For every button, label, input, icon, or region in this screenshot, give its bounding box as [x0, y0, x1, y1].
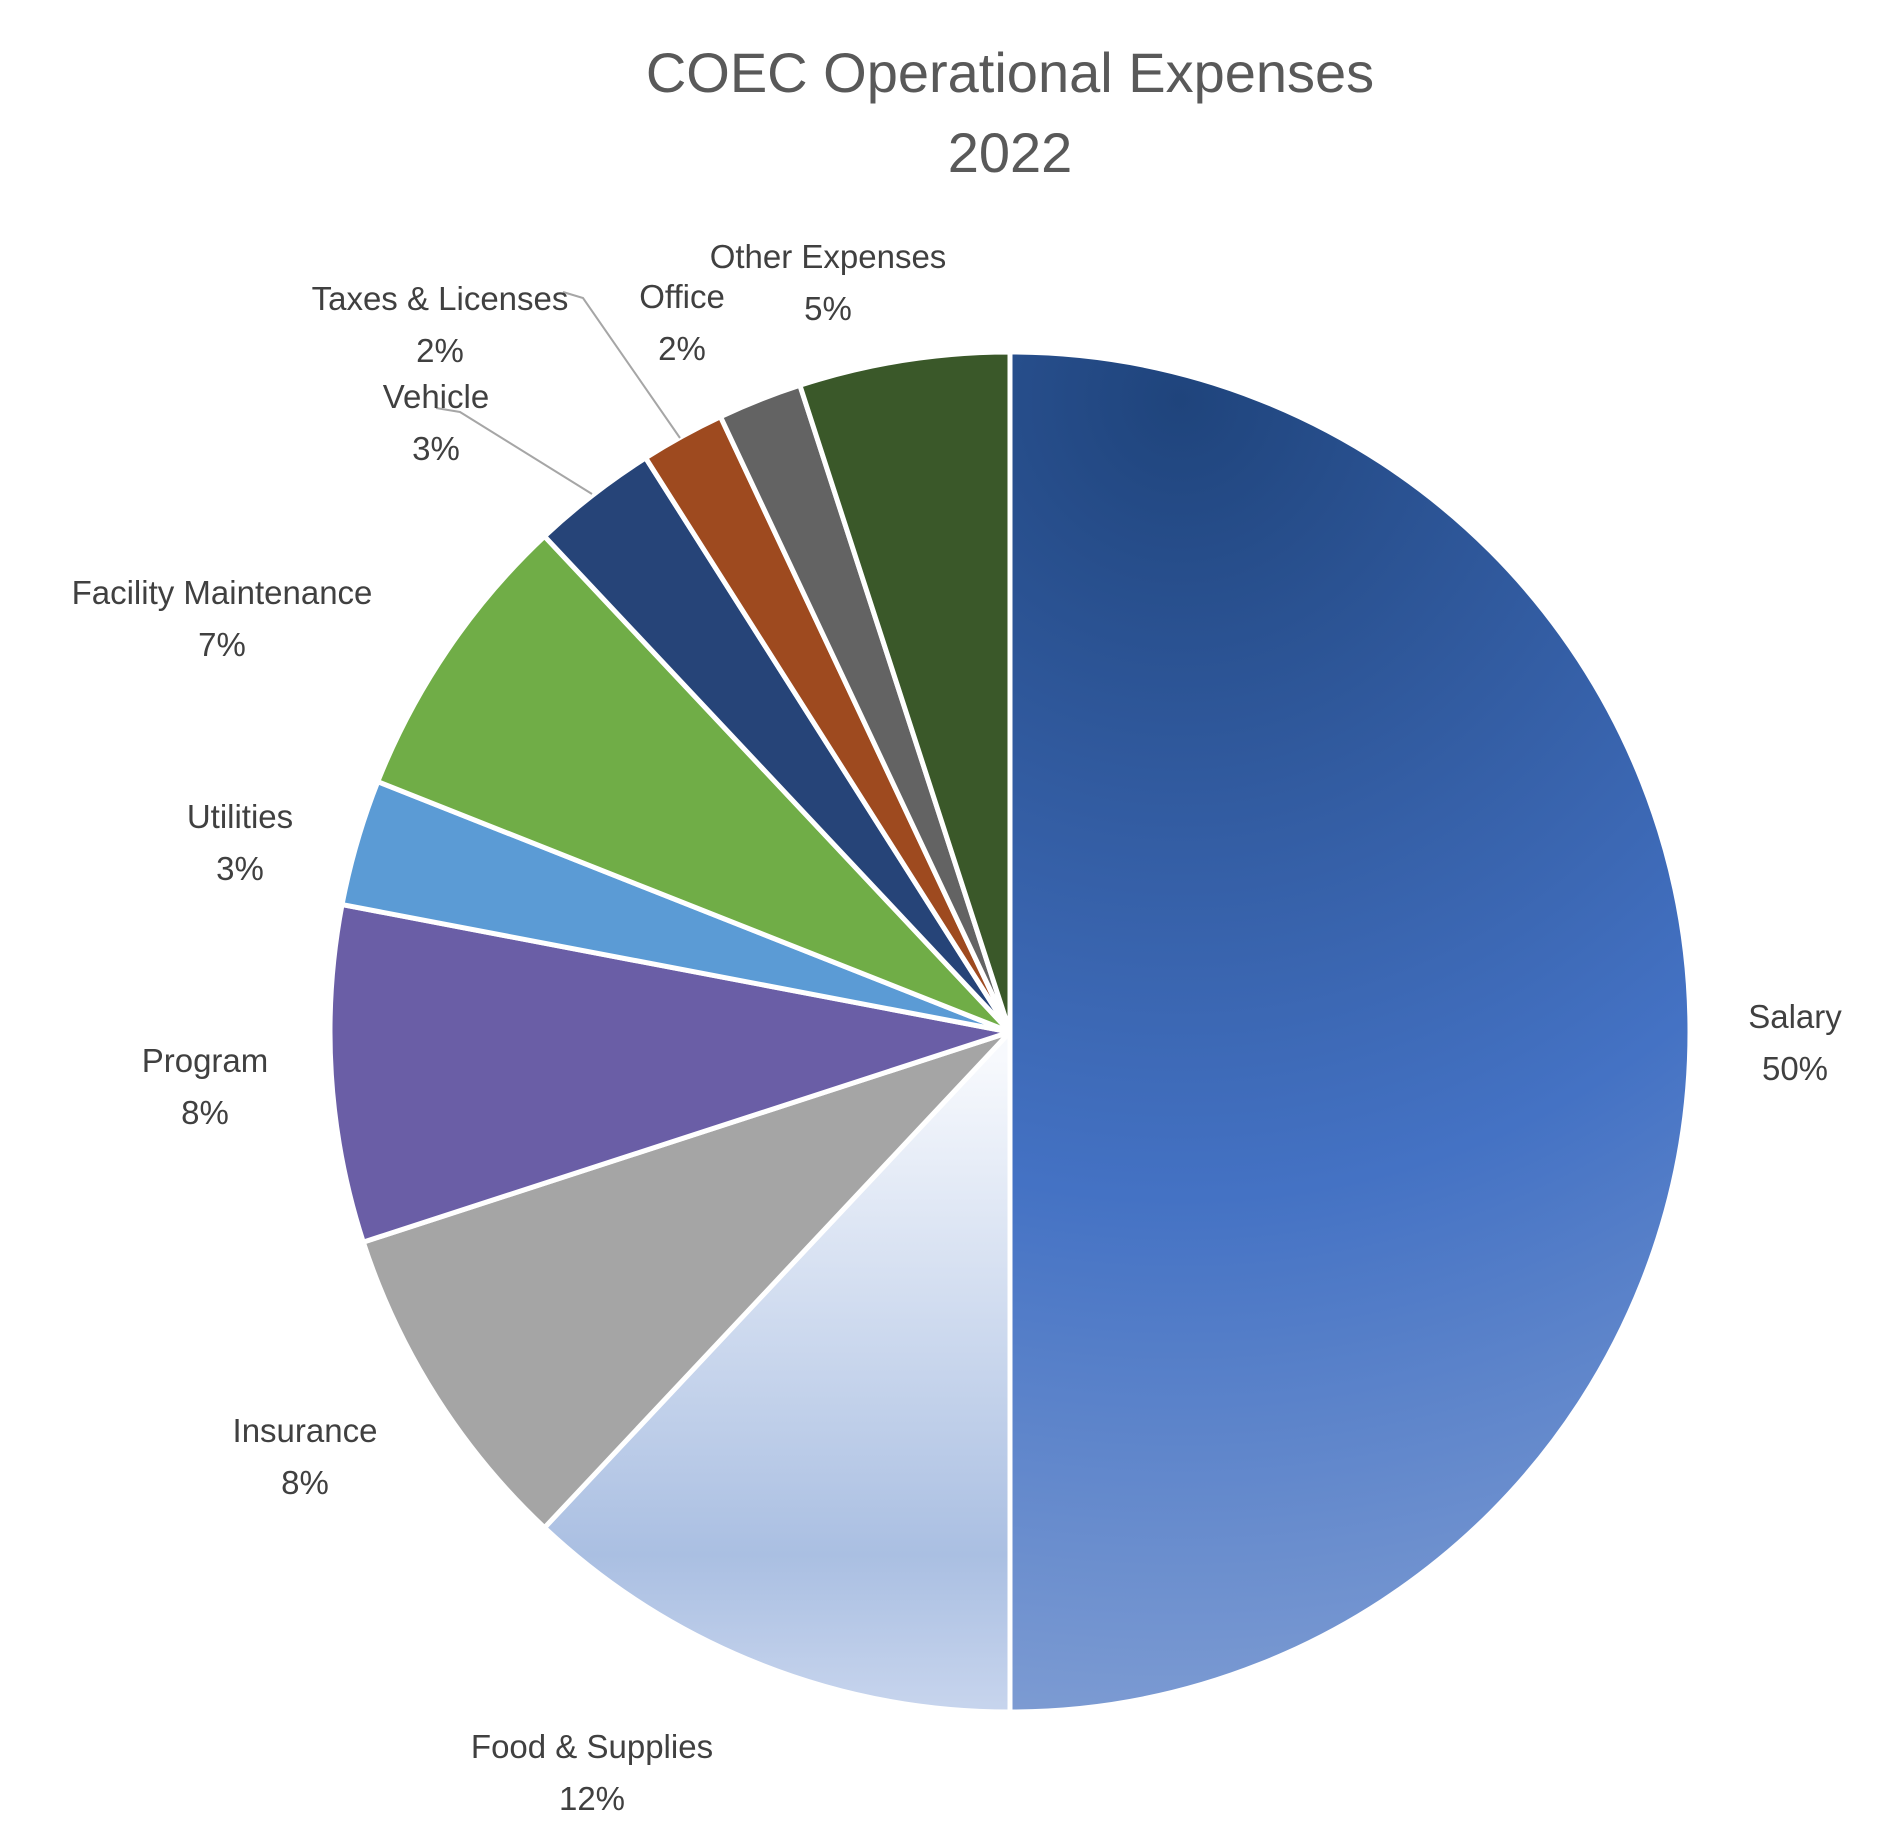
data-label-category: Vehicle — [383, 378, 489, 415]
leader-line-taxes-and-licenses — [562, 291, 681, 439]
pie-slice-program — [327, 902, 1013, 1245]
pie-slice-salary — [1007, 349, 1693, 1715]
data-label-utilities: Utilities 3% — [187, 798, 293, 887]
data-label-category: Other Expenses — [710, 238, 947, 275]
data-label-category: Program — [142, 1042, 269, 1079]
data-label-percent: 8% — [181, 1094, 229, 1131]
data-label-percent: 12% — [559, 1780, 625, 1817]
data-label-category: Facility Maintenance — [72, 574, 373, 611]
data-label-percent: 2% — [658, 330, 706, 367]
data-label-insurance: Insurance 8% — [233, 1412, 378, 1501]
data-label-category: Office — [639, 278, 725, 315]
data-label-salary: Salary 50% — [1748, 998, 1842, 1087]
data-label-category: Food & Supplies — [471, 1728, 713, 1765]
chart-title: COEC Operational Expenses 2022 — [646, 41, 1374, 184]
data-labels: Salary 50%Food & Supplies 12%Insurance 8%Pr… — [72, 238, 1843, 1817]
data-label-vehicle: Vehicle 3% — [383, 378, 489, 467]
data-label-percent: 7% — [198, 626, 246, 663]
data-label-percent: 5% — [804, 290, 852, 327]
chart-title-line-2: 2022 — [948, 121, 1073, 184]
data-label-category: Utilities — [187, 798, 293, 835]
pie-slice-food-and-supplies — [542, 1029, 1013, 1715]
data-label-percent: 3% — [412, 430, 460, 467]
data-label-program: Program 8% — [142, 1042, 269, 1131]
pie-slice-other-expenses — [797, 349, 1013, 1035]
data-label-percent: 3% — [216, 850, 264, 887]
chart-title-line-1: COEC Operational Expenses — [646, 41, 1374, 104]
data-label-food-and-supplies: Food & Supplies 12% — [471, 1728, 713, 1817]
leader-lines — [435, 291, 681, 495]
pie-slice-facility-maintenance — [375, 533, 1013, 1035]
data-label-category: Salary — [1748, 998, 1842, 1035]
data-label-office: Office 2% — [639, 278, 725, 367]
data-label-taxes-and-licenses: Taxes & Licenses 2% — [312, 280, 569, 369]
data-label-category: Taxes & Licenses — [312, 280, 569, 317]
data-label-percent: 50% — [1762, 1050, 1828, 1087]
data-label-percent: 8% — [281, 1464, 329, 1501]
leader-line-vehicle — [435, 407, 593, 495]
pie-slices — [327, 349, 1693, 1715]
pie-slice-insurance — [360, 1029, 1013, 1531]
data-label-percent: 2% — [416, 332, 464, 369]
data-label-other-expenses: Other Expenses 5% — [710, 238, 947, 327]
data-label-facility-maintenance: Facility Maintenance 7% — [72, 574, 373, 663]
data-label-category: Insurance — [233, 1412, 378, 1449]
